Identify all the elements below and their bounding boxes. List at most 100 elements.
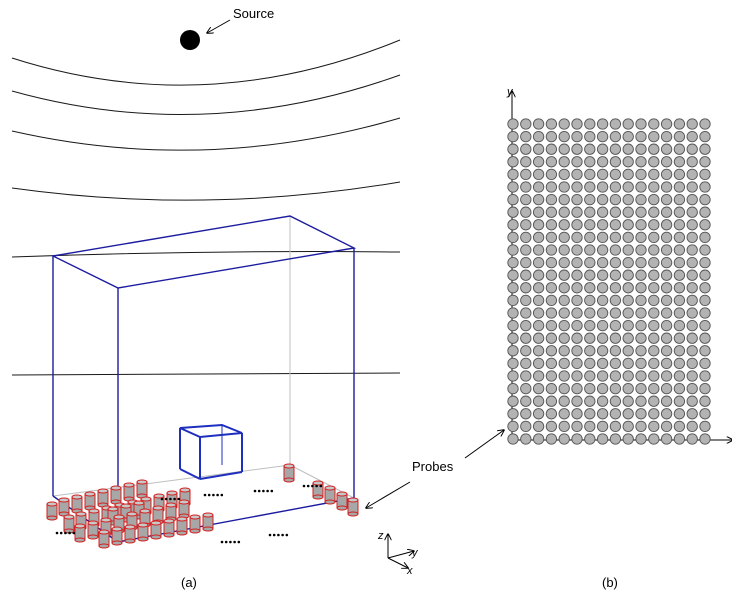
ellipsis-dot	[72, 531, 76, 535]
box-hidden-edges	[52, 216, 355, 499]
probe-dot	[673, 307, 686, 319]
probe-dot	[635, 345, 647, 357]
continuation-dots	[55, 484, 323, 544]
probe-dot	[545, 307, 558, 319]
probe-dot	[622, 370, 634, 382]
probe-dot	[584, 206, 596, 218]
probe-cylinder	[123, 482, 135, 502]
probe-dot	[648, 156, 660, 168]
probe-dot	[558, 433, 570, 445]
probe-dot	[648, 282, 660, 294]
probe-dot	[545, 294, 558, 307]
probe-dot	[596, 118, 609, 130]
probe-dot	[673, 382, 686, 395]
probe-dot	[699, 219, 711, 231]
probes-label: Probes	[412, 459, 454, 474]
probe-cylinder	[150, 520, 162, 540]
probe-dot	[584, 332, 596, 344]
probe-dot	[596, 307, 609, 319]
ellipsis-dot	[229, 540, 232, 544]
probe-dot	[584, 319, 596, 332]
ellipsis-dot	[257, 489, 261, 493]
probe-dot	[596, 420, 609, 433]
probe-dot	[648, 395, 660, 407]
probe-dot	[520, 156, 532, 168]
probe-dot	[686, 244, 698, 256]
probe-dot	[571, 420, 583, 433]
probe-dot	[571, 433, 583, 445]
probe-dot	[609, 256, 622, 269]
ellipsis-dot	[203, 493, 207, 497]
ellipsis-dot	[216, 493, 219, 497]
probe-dot	[571, 156, 583, 168]
probe-dot	[660, 319, 673, 332]
probe-dot	[622, 181, 634, 193]
ellipsis-dot	[253, 489, 257, 493]
probe-cylinder	[84, 491, 96, 511]
probe-dot	[673, 143, 686, 155]
probe-dot	[532, 294, 545, 307]
probe-dot	[520, 332, 532, 344]
probe-dot	[686, 231, 698, 244]
probe-dot	[532, 408, 545, 420]
probe-dot	[673, 269, 686, 281]
probe-dot	[520, 168, 532, 181]
ellipsis-dot	[237, 540, 241, 544]
probe-array-3d	[46, 463, 359, 549]
probe-dot	[596, 319, 609, 332]
probe-dot	[660, 282, 673, 294]
probe-dot	[660, 408, 673, 420]
probe-dot	[571, 395, 583, 407]
probe-cylinder	[136, 479, 148, 499]
probe-dot	[635, 143, 647, 155]
probe-dot	[660, 370, 673, 382]
ellipsis-dot	[212, 493, 215, 497]
probe-dot	[520, 282, 532, 294]
probe-cylinder	[111, 526, 123, 546]
probe-dot	[686, 219, 698, 231]
probe-dot	[545, 319, 558, 332]
probe-dot	[635, 307, 647, 319]
probe-dot	[596, 269, 609, 281]
probe-dot	[622, 332, 634, 344]
probe-dot	[609, 307, 622, 319]
probe-dot	[532, 269, 545, 281]
probe-dot	[584, 231, 596, 244]
probe-dot	[507, 370, 519, 382]
probe-dot	[545, 395, 558, 407]
probe-dot	[584, 168, 596, 181]
probe-dot	[584, 294, 596, 307]
probe-dot	[609, 294, 622, 307]
probe-dot	[545, 193, 558, 206]
probe-dot	[558, 282, 570, 294]
probe-dot	[532, 206, 545, 218]
probe-dot	[571, 118, 583, 130]
probe-dot	[699, 118, 711, 130]
probe-dot	[532, 319, 545, 332]
probe-dot	[622, 433, 634, 445]
probe-dot	[571, 244, 583, 256]
probe-dot	[609, 408, 622, 420]
probe-dot	[673, 370, 686, 382]
probe-dot	[673, 118, 686, 130]
probe-dot	[596, 231, 609, 244]
probe-dot	[584, 130, 596, 143]
probe-dot	[673, 130, 686, 143]
probe-dot	[699, 269, 711, 281]
probe-dot	[520, 357, 532, 370]
probe-dot	[660, 156, 673, 168]
probe-dot	[673, 256, 686, 269]
probe-dot	[520, 395, 532, 407]
probe-dot	[635, 408, 647, 420]
probe-dot	[545, 130, 558, 143]
probe-dot	[673, 345, 686, 357]
probe-dot	[571, 193, 583, 206]
ellipsis-dot	[233, 540, 236, 544]
probe-dot	[686, 433, 698, 445]
probe-dot	[635, 395, 647, 407]
ellipsis-dot	[315, 484, 318, 488]
probe-dot	[686, 181, 698, 193]
probe-dot	[635, 244, 647, 256]
probe-dot	[635, 332, 647, 344]
probe-dot	[545, 420, 558, 433]
